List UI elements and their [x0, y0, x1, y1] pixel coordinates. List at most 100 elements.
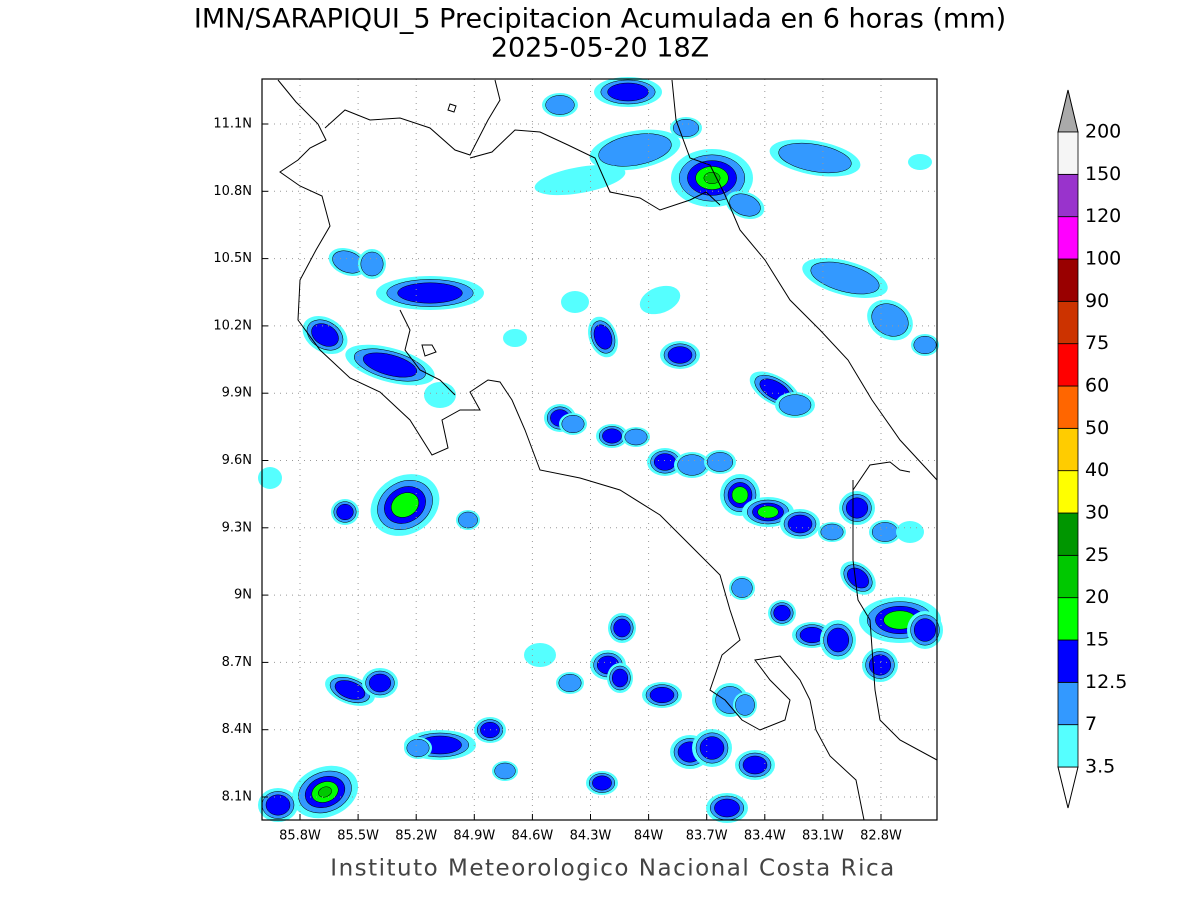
- precip-blob: [458, 511, 478, 529]
- colorbar-segment: [1057, 427, 1079, 472]
- colorbar-label: 50: [1085, 417, 1109, 439]
- precip-blob: [362, 352, 418, 378]
- precip-blob: [592, 775, 612, 791]
- lon-label: 85.2W: [395, 829, 437, 844]
- lon-label: 83.4W: [744, 829, 786, 844]
- colorbar-segment: [1057, 385, 1079, 429]
- precip-blob: [706, 452, 734, 472]
- precip-blob: [593, 324, 613, 350]
- precip-blob: [826, 627, 850, 653]
- precip-blob: [778, 142, 852, 174]
- precip-blob: [534, 164, 626, 196]
- colorbar-label: 200: [1085, 121, 1121, 143]
- precip-blob: [913, 618, 937, 642]
- grid: 85.8W 85.5W 85.2W 84.9W 84.6W 84.3W 84W 83.7W 83…: [213, 79, 937, 844]
- precip-blob: [334, 680, 366, 700]
- precip-blob: [742, 755, 768, 775]
- precip-blob: [773, 604, 791, 622]
- lon-label: 83.1W: [802, 829, 844, 844]
- lat-label: 11.1N: [213, 117, 252, 132]
- precip-blob: [503, 329, 527, 347]
- precip-blob: [847, 567, 869, 589]
- precip-blob: [913, 335, 937, 355]
- precip-blob: [896, 521, 924, 543]
- lon-label: 84.3W: [570, 829, 612, 844]
- colorbar-segment: [1057, 470, 1079, 514]
- precip-blob: [406, 738, 430, 758]
- lon-label: 83.7W: [686, 829, 728, 844]
- subtitle: 2025-05-20 18Z: [491, 33, 709, 64]
- precip-blob: [602, 428, 622, 444]
- precip-blob: [908, 154, 932, 170]
- colorbar-label: 15: [1085, 629, 1109, 651]
- precip-blob: [397, 282, 463, 304]
- precip-blob: [545, 95, 575, 115]
- colorbar-segment: [1057, 724, 1079, 768]
- lon-label: 82.8W: [860, 829, 902, 844]
- precip-blob: [731, 486, 749, 504]
- colorbar-under: [1057, 766, 1079, 809]
- precip-blob: [778, 394, 812, 416]
- precip-blob: [611, 668, 629, 688]
- colorbar-label: 25: [1085, 544, 1109, 566]
- colorbar-label: 120: [1085, 205, 1121, 227]
- lat-label: 8.4N: [222, 722, 252, 737]
- precip-field: [258, 77, 943, 823]
- colorbar-segment: [1057, 300, 1079, 345]
- lon-label: 85.5W: [337, 829, 379, 844]
- colorbar-segment: [1057, 131, 1079, 175]
- precip-blob: [810, 261, 880, 295]
- lat-label: 9N: [234, 588, 252, 603]
- precip-blob: [558, 673, 582, 693]
- precip-blob: [731, 578, 753, 598]
- precip-blob: [868, 654, 892, 676]
- precip-blob: [729, 193, 761, 217]
- footer: Instituto Meteorologico Nacional Costa R…: [330, 856, 895, 882]
- title: IMN/SARAPIQUI_5 Precipitacion Acumulada …: [194, 4, 1006, 35]
- precip-blob: [311, 323, 339, 347]
- lon-label: 84.9W: [453, 829, 495, 844]
- colorbar-segment: [1057, 554, 1079, 599]
- colorbar-label: 90: [1085, 290, 1109, 312]
- colorbar-segment: [1057, 216, 1079, 260]
- precip-blob: [607, 82, 649, 102]
- colorbar-label: 40: [1085, 459, 1109, 481]
- precip-blob: [368, 673, 392, 693]
- precip-blob: [424, 382, 456, 408]
- precip-blob: [699, 736, 725, 760]
- colorbar-segment: [1057, 343, 1079, 387]
- precip-blob: [714, 798, 740, 818]
- precip-blob: [639, 285, 681, 315]
- lat-label: 8.7N: [222, 655, 252, 670]
- lat-label: 8.1N: [222, 790, 252, 805]
- colorbar-label: 100: [1085, 248, 1121, 270]
- precip-blob: [757, 505, 779, 519]
- coastlines: [277, 79, 938, 821]
- lon-label: 85.8W: [279, 829, 321, 844]
- colorbar-over: [1057, 89, 1079, 133]
- precip-blob: [845, 497, 869, 519]
- colorbar-label: 20: [1085, 586, 1109, 608]
- precip-blob: [360, 251, 384, 277]
- precip-blob: [561, 291, 589, 313]
- precip-blob: [735, 694, 755, 716]
- lon-label: 84.6W: [511, 829, 553, 844]
- colorbar-segment: [1057, 173, 1079, 218]
- colorbar-segment: [1057, 512, 1079, 556]
- colorbar-label: 30: [1085, 502, 1109, 524]
- colorbar-label: 3.5: [1085, 756, 1115, 778]
- lat-label: 10.8N: [213, 184, 252, 199]
- precip-blob: [561, 414, 585, 434]
- precip-blob: [677, 454, 707, 476]
- colorbar-label: 150: [1085, 163, 1121, 185]
- precip-blob: [258, 467, 282, 489]
- precip-blob: [524, 643, 556, 667]
- colorbar-label: 7: [1085, 713, 1097, 735]
- precip-blob: [265, 794, 291, 816]
- precip-blob: [672, 118, 700, 138]
- precip-blob: [787, 514, 813, 534]
- colorbar-segment: [1057, 258, 1079, 302]
- lat-label: 9.3N: [222, 520, 252, 535]
- precip-blob: [653, 453, 677, 471]
